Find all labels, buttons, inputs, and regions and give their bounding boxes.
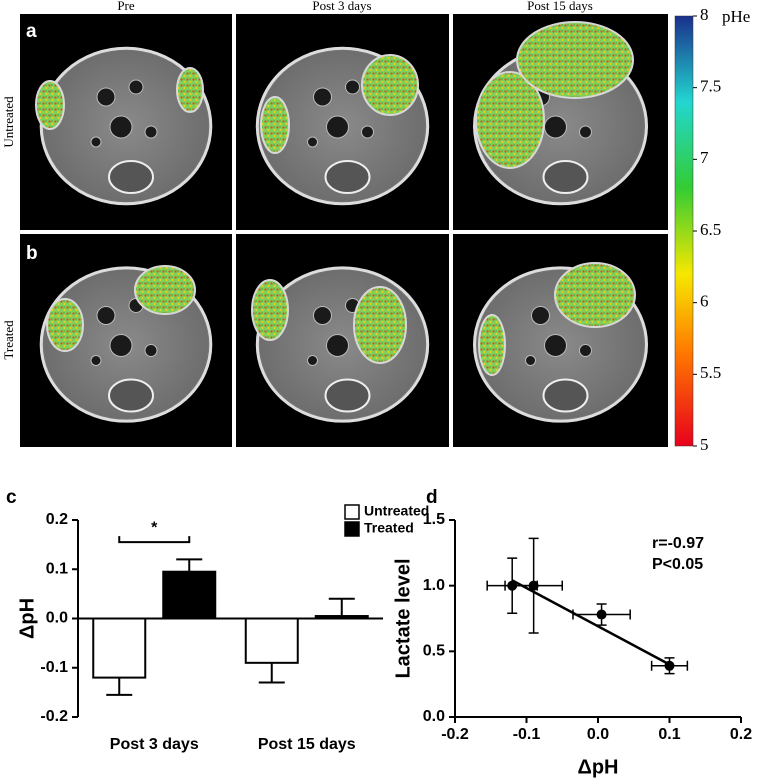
mri-void [96, 87, 116, 107]
y-axis-title: ΔpH [16, 598, 38, 639]
significance-label: * [151, 519, 158, 536]
bar [162, 570, 217, 620]
y-tick-label: -0.2 [40, 708, 68, 725]
y-tick-label: 1.5 [423, 511, 445, 528]
mri-spine [542, 378, 589, 413]
legend-swatch [344, 521, 360, 537]
mri-void [144, 125, 158, 139]
colorbar-label: pHe [722, 7, 750, 26]
y-axis-title: Lactate level [392, 558, 414, 678]
mri-void [326, 115, 349, 139]
legend-swatch [344, 504, 360, 520]
y-tick-label: 0.5 [423, 643, 445, 660]
x-tick-label: -0.2 [441, 726, 469, 743]
mri-void [326, 334, 349, 357]
mri-spine [324, 160, 371, 194]
mri-void [128, 79, 144, 95]
bar [244, 617, 299, 664]
colorbar-tick-label: 7.5 [700, 77, 721, 96]
x-tick-label: 0.0 [587, 726, 609, 743]
x-axis-title: ΔpH [577, 756, 618, 778]
panel-label: b [26, 243, 38, 264]
tumor-overlay [516, 21, 634, 99]
mri-void [345, 79, 360, 95]
mri-void [307, 136, 318, 148]
tumor-overlay [353, 286, 407, 364]
mri-spine [324, 378, 371, 413]
y-tick-label: 0.2 [46, 511, 68, 528]
mri-void [96, 306, 116, 325]
mri-void [579, 125, 592, 139]
colorbar-tick-label: 8 [700, 5, 709, 24]
tumor-overlay [176, 67, 204, 113]
y-tick-label: -0.1 [40, 659, 68, 676]
tumor-overlay [475, 71, 545, 169]
mri-void [90, 355, 102, 366]
tumor-overlay [35, 80, 65, 130]
tumor-overlay [361, 54, 419, 116]
mri-void [313, 306, 332, 325]
column-label: Post 3 days [312, 0, 371, 13]
x-tick-label: 0.1 [658, 726, 680, 743]
mri-void [109, 115, 133, 139]
mri-void [90, 136, 102, 148]
mri-void [307, 355, 318, 366]
bar [92, 617, 147, 679]
legend-label: Treated [364, 520, 414, 536]
point [664, 660, 675, 671]
column-label: Pre [117, 0, 135, 13]
y-tick-label: 1.0 [423, 577, 445, 594]
tumor-overlay [260, 96, 290, 154]
x-tick-label: -0.1 [513, 726, 541, 743]
colorbar-tick-label: 5.5 [700, 363, 721, 382]
column-label: Post 15 days [527, 0, 593, 13]
mri-void [525, 355, 536, 366]
mri-spine [542, 160, 589, 194]
mri-void [579, 344, 592, 357]
y-tick-label: 0.1 [46, 560, 68, 577]
colorbar [674, 15, 694, 447]
bar [314, 615, 369, 620]
panel-label: c [6, 487, 17, 508]
mri-void [109, 334, 133, 357]
fit-line [511, 579, 671, 666]
tumor-overlay [46, 298, 84, 352]
mri-spine [108, 160, 154, 194]
mri-void [361, 125, 374, 139]
colorbar-tick-label: 6 [700, 292, 709, 311]
row-label: Treated [1, 320, 16, 360]
tumor-overlay [478, 314, 506, 376]
panel-label: a [26, 21, 37, 42]
x-tick-label: 0.2 [730, 726, 752, 743]
colorbar-tick-label: 5 [700, 435, 709, 454]
mri-void [313, 87, 332, 107]
mri-spine [108, 378, 154, 413]
significance-bracket [118, 536, 191, 544]
annotation: r=-0.97 [652, 535, 704, 552]
x-tick-label: Post 15 days [258, 736, 356, 753]
legend-label: Untreated [364, 503, 429, 519]
row-label: Untreated [1, 96, 16, 148]
mri-grid [20, 14, 668, 447]
colorbar-tick-label: 6.5 [700, 220, 721, 239]
colorbar-tick-label: 7 [700, 148, 709, 167]
point [528, 580, 539, 591]
panel-label: d [426, 487, 438, 508]
mri-void [144, 344, 158, 357]
y-tick-label: 0.0 [423, 708, 445, 725]
tumor-overlay [134, 265, 196, 315]
annotation: P<0.05 [652, 556, 703, 573]
mri-void [544, 115, 567, 139]
mri-void [544, 334, 567, 357]
y-tick-label: 0.0 [46, 610, 68, 627]
point [596, 609, 607, 620]
tumor-overlay [554, 262, 636, 328]
tumor-overlay [251, 279, 289, 341]
x-tick-label: Post 3 days [110, 736, 199, 753]
mri-void [531, 306, 550, 325]
